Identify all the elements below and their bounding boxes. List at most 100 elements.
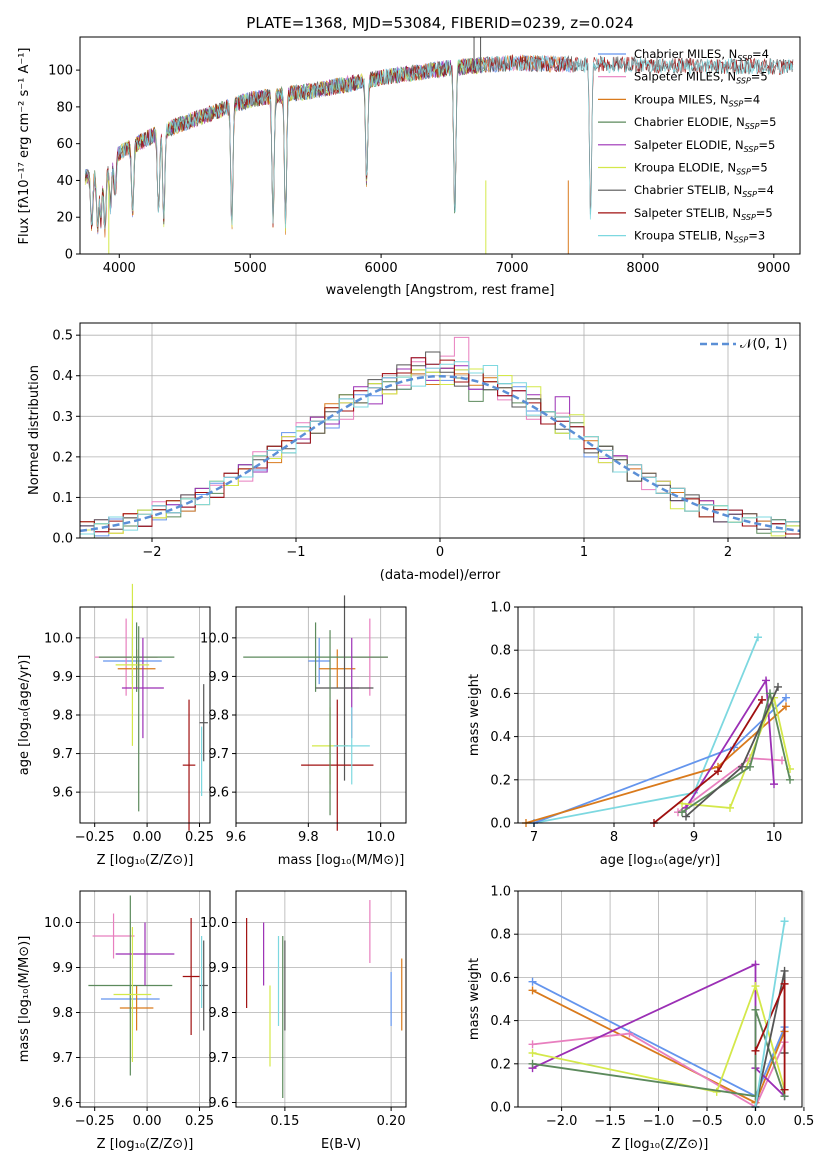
y-tick-label: 10.0 (44, 916, 73, 931)
x-tick-label: 0.5 (794, 1114, 815, 1129)
weight-age-axis-ticks: 7 8 9 10 0.0 0.2 0.4 0.6 0.8 1.0 (490, 601, 782, 846)
x-tick-label: 10 (766, 830, 783, 845)
weight-marker (528, 1049, 537, 1057)
x-tick-label: 9.6 (226, 830, 247, 845)
weight-line-9 (754, 921, 786, 1108)
weight-z-lines (528, 917, 789, 1111)
y-tick-label: 9.6 (208, 786, 229, 801)
weight-marker (766, 689, 774, 698)
y-tick-label: 0.5 (52, 329, 73, 344)
y-tick-label: 10.0 (44, 631, 73, 646)
x-tick-label: 0.25 (185, 830, 214, 845)
weight-age-lines (522, 633, 794, 827)
age-mass-plot-area (235, 607, 406, 823)
y-tick-label: 0.3 (52, 410, 73, 425)
age-z-errorbars (94, 583, 208, 831)
y-tick-label: 9.7 (208, 747, 229, 762)
weight-marker (682, 812, 690, 821)
weight-marker (780, 979, 789, 988)
legend-normal-label: 𝒩(0, 1) (740, 337, 787, 352)
spectrum-line-9 (84, 55, 794, 230)
weight-marker (625, 1029, 634, 1038)
y-tick-label: 9.6 (208, 1096, 229, 1111)
y-tick-label: 9.8 (208, 1006, 229, 1021)
age-mass-axis-ticks: 9.6 9.8 10.0 9.6 9.7 9.8 9.9 10.0 (200, 631, 395, 845)
mass-vs-ebv-panel: 0.15 0.20 9.6 9.7 9.8 9.9 10.0 E(B-V) (200, 890, 407, 1152)
y-tick-label: 0.8 (490, 928, 511, 943)
spectrum-line-8 (85, 54, 794, 229)
weight-marker (751, 960, 760, 969)
legend-label-5: Salpeter ELODIE, NSSP=5 (634, 138, 775, 154)
y-tick-label: 10.0 (200, 916, 229, 931)
x-tick-label: 7000 (495, 261, 528, 276)
y-tick-label: 80 (56, 100, 73, 115)
y-tick-label: 60 (56, 137, 73, 152)
x-tick-label: 10.0 (366, 830, 395, 845)
x-tick-label: 8 (610, 830, 618, 845)
y-tick-label: 0.4 (490, 1014, 511, 1029)
x-tick-label: −1.5 (594, 1114, 626, 1129)
spectrum-series-lines (84, 37, 794, 254)
weight-marker (758, 695, 766, 704)
histogram-legend: 𝒩(0, 1) (700, 337, 787, 352)
legend-label-1: Chabrier MILES, NSSP=4 (634, 47, 769, 63)
y-tick-label: 9.9 (208, 670, 229, 685)
weight-age-x-label: age [log₁₀(age/yr)] (600, 853, 721, 868)
weight-marker (751, 982, 760, 991)
weight-marker (782, 693, 790, 702)
weight-marker (528, 986, 537, 995)
x-tick-label: 0.25 (185, 1114, 214, 1129)
y-tick-label: 9.8 (208, 709, 229, 724)
mass-z-axis-ticks: −0.25 0.00 0.25 9.6 9.7 9.8 9.9 10.0 (44, 916, 214, 1129)
weight-vs-age-panel: 7 8 9 10 0.0 0.2 0.4 0.6 0.8 1.0 age [log₁₀(age/y… (467, 601, 803, 868)
y-tick-label: 0.0 (490, 817, 511, 832)
spectrum-panel: PLATE=1368, MJD=53084, FIBERID=0239, z=0… (17, 14, 801, 298)
x-tick-label: 9.8 (298, 830, 319, 845)
x-tick-label: 9000 (757, 261, 790, 276)
weight-marker (754, 633, 762, 642)
x-tick-label: −0.25 (75, 1114, 115, 1129)
y-tick-label: 10.0 (200, 631, 229, 646)
y-tick-label: 1.0 (490, 601, 511, 616)
y-tick-label: 1.0 (490, 885, 511, 900)
x-tick-label: 0.00 (133, 1114, 162, 1129)
weight-z-axis-ticks: −2.0 −1.5 −1.0 −0.5 0.0 0.5 0.0 0.2 0.4 0.6 0.8 1.0 (490, 885, 814, 1130)
x-tick-label: 9 (690, 830, 698, 845)
y-tick-label: 0.0 (52, 532, 73, 547)
weight-age-plot-area (518, 606, 802, 824)
y-tick-label: 9.6 (52, 1096, 73, 1111)
weight-marker (528, 1059, 537, 1068)
weight-line-3 (532, 1032, 786, 1109)
age-vs-metallicity-panel: −0.25 0.00 0.25 9.6 9.7 9.8 9.9 10.0 Z [log₁₀(Z… (17, 583, 214, 868)
histogram-x-label: (data-model)/error (380, 568, 501, 583)
y-tick-label: 20 (56, 211, 73, 226)
weight-marker (762, 676, 770, 685)
legend-label-4: Chabrier ELODIE, NSSP=5 (634, 115, 776, 131)
weight-marker (726, 803, 734, 812)
weight-z-x-label: Z [log₁₀(Z/Z⊙)] (612, 1137, 709, 1152)
weight-marker (780, 966, 789, 975)
weight-line-8 (685, 686, 779, 818)
weight-marker (770, 780, 778, 789)
y-tick-label: 0.6 (490, 687, 511, 702)
x-tick-label: −0.5 (691, 1114, 723, 1129)
legend-label-3: Kroupa MILES, NSSP=4 (634, 92, 760, 108)
y-tick-label: 0 (65, 248, 73, 263)
weight-marker (782, 702, 790, 711)
x-tick-label: 2 (724, 545, 732, 560)
y-tick-label: 100 (48, 64, 73, 79)
mass-ebv-x-label: E(B-V) (321, 1137, 361, 1152)
x-tick-label: −1 (286, 545, 305, 560)
y-tick-label: 9.7 (52, 1051, 73, 1066)
y-tick-label: 40 (56, 174, 73, 189)
mass-ebv-axis-ticks: 0.15 0.20 9.6 9.7 9.8 9.9 10.0 (200, 916, 406, 1129)
y-tick-label: 0.8 (490, 644, 511, 659)
y-tick-label: 0.2 (490, 773, 511, 788)
age-z-x-label: Z [log₁₀(Z/Z⊙)] (97, 853, 194, 868)
spectrum-title: PLATE=1368, MJD=53084, FIBERID=0239, z=0… (246, 14, 633, 32)
weight-line-1 (533, 636, 759, 824)
weight-line-6 (681, 694, 791, 809)
weight-marker (751, 1046, 760, 1055)
y-tick-label: 9.9 (52, 961, 73, 976)
